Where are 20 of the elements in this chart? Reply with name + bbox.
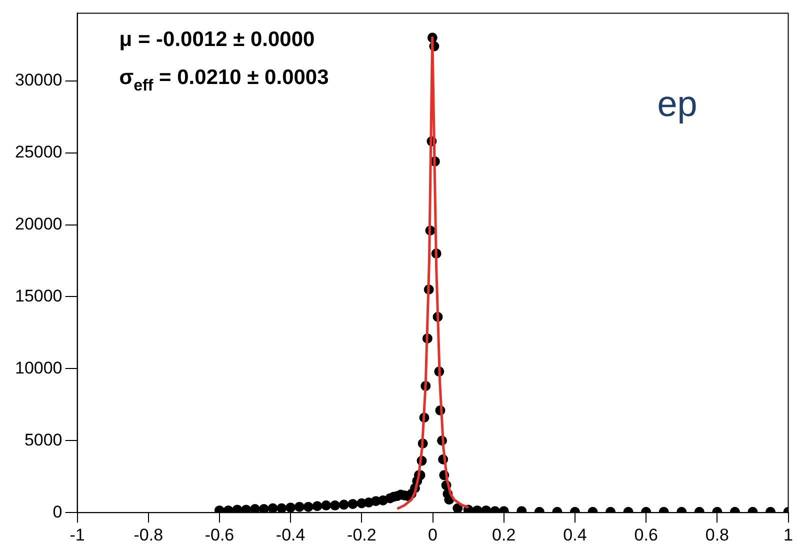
- y-tick-label: 5000: [24, 430, 62, 450]
- x-tick-label: -0.8: [134, 525, 164, 544]
- annotation: ep: [657, 83, 698, 124]
- x-tick-label: 0.2: [492, 525, 516, 544]
- x-tick-label: 1: [784, 525, 794, 544]
- x-tick-label: -0.4: [276, 525, 306, 544]
- y-tick-label: 10000: [14, 358, 62, 378]
- y-tick-label: 15000: [14, 286, 62, 306]
- x-tick-label: 0.4: [563, 525, 587, 544]
- y-tick-label: 30000: [14, 70, 62, 90]
- x-tick-label: 0: [428, 525, 438, 544]
- x-tick-label: 0.8: [705, 525, 729, 544]
- y-tick-label: 25000: [14, 142, 62, 162]
- x-tick-label: -0.2: [347, 525, 376, 544]
- x-tick-label: 0.6: [634, 525, 658, 544]
- annotation: μ = -0.0012 ± 0.0000: [119, 28, 315, 52]
- x-tick-label: -0.6: [204, 525, 234, 544]
- y-tick-label: 20000: [14, 214, 62, 234]
- y-tick-label: 0: [52, 502, 62, 522]
- x-tick-label: -1: [70, 525, 85, 544]
